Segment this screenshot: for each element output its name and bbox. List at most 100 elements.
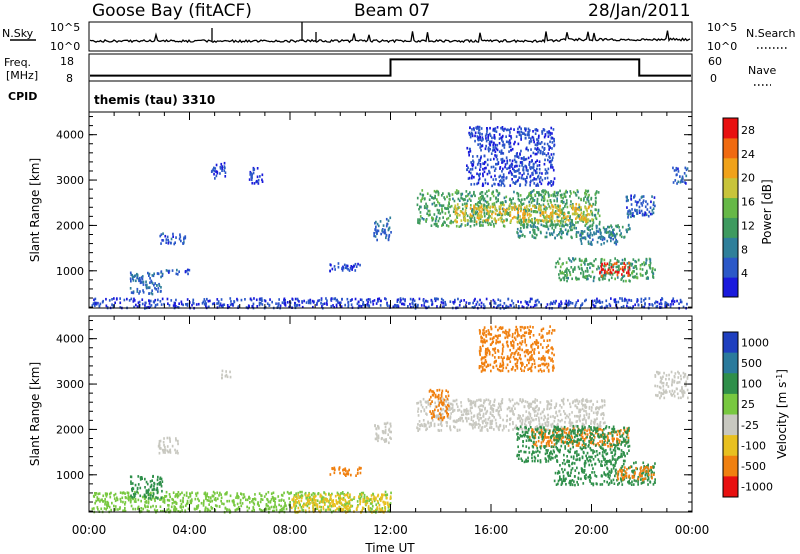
data-cell: [513, 165, 516, 168]
data-cell: [178, 237, 181, 241]
data-cell: [472, 426, 474, 430]
data-cell: [584, 195, 587, 198]
data-cell: [629, 279, 631, 283]
data-cell: [330, 497, 332, 501]
data-cell: [518, 204, 521, 207]
data-cell: [261, 173, 264, 177]
data-cell: [484, 220, 487, 224]
data-cell: [534, 406, 537, 409]
data-cell: [431, 419, 434, 422]
data-cell: [377, 436, 380, 440]
data-cell: [623, 235, 626, 239]
data-cell: [289, 301, 292, 305]
data-cell: [520, 138, 522, 141]
data-cell: [479, 156, 482, 160]
data-cell: [280, 498, 283, 502]
data-cell: [547, 400, 550, 404]
data-cell: [345, 501, 348, 505]
data-cell: [600, 268, 603, 272]
data-cell: [369, 298, 371, 301]
data-cell: [497, 406, 500, 410]
data-cell: [147, 305, 149, 309]
data-cell: [531, 135, 534, 139]
data-cell: [281, 301, 284, 304]
data-cell: [313, 492, 316, 496]
data-cell: [315, 499, 317, 502]
data-cell: [587, 235, 590, 238]
data-cell: [483, 170, 486, 174]
data-cell: [328, 492, 330, 496]
data-cell: [540, 424, 543, 428]
data-cell: [529, 184, 531, 187]
data-cell: [177, 494, 180, 497]
data-cell: [497, 194, 499, 197]
data-cell: [524, 129, 527, 132]
data-cell: [551, 215, 554, 218]
data-cell: [368, 304, 371, 308]
data-cell: [573, 226, 576, 230]
data-cell: [370, 494, 373, 497]
data-cell: [566, 223, 569, 227]
data-cell: [207, 305, 210, 309]
data-cell: [121, 496, 124, 500]
data-cell: [685, 182, 687, 185]
data-cell: [546, 420, 548, 424]
data-cell: [620, 262, 622, 265]
data-cell: [140, 476, 143, 479]
data-cell: [141, 477, 143, 480]
data-cell: [544, 189, 546, 192]
data-cell: [101, 498, 103, 501]
data-cell: [525, 147, 528, 151]
data-cell: [220, 298, 223, 301]
data-cell: [479, 136, 481, 139]
data-cell: [582, 397, 584, 401]
data-cell: [322, 505, 325, 509]
data-cell: [562, 231, 564, 234]
data-cell: [654, 301, 656, 305]
data-cell: [575, 398, 578, 402]
data-cell: [601, 305, 603, 309]
data-cell: [501, 398, 504, 401]
data-cell: [131, 489, 134, 493]
data-cell: [532, 305, 535, 309]
data-cell: [119, 297, 121, 300]
data-cell: [381, 497, 383, 501]
data-cell: [491, 413, 493, 417]
data-cell: [482, 172, 484, 176]
data-cell: [583, 409, 585, 413]
data-cell: [532, 178, 534, 182]
data-cell: [642, 201, 644, 204]
data-cell: [344, 467, 347, 470]
data-cell: [639, 267, 642, 271]
data-cell: [512, 422, 514, 426]
data-cell: [251, 304, 254, 308]
ytick-label: 4000: [56, 129, 84, 142]
data-cell: [632, 275, 634, 279]
data-cell: [513, 413, 515, 416]
data-cell: [522, 225, 525, 228]
data-cell: [501, 305, 504, 308]
data-cell: [379, 220, 382, 223]
data-cell: [647, 277, 649, 280]
data-cell: [619, 297, 621, 300]
data-cell: [554, 406, 556, 409]
data-cell: [233, 500, 235, 504]
data-cell: [523, 210, 525, 213]
data-cell: [168, 504, 170, 507]
data-cell: [549, 224, 552, 228]
data-cell: [429, 404, 432, 408]
data-cell: [493, 300, 496, 304]
data-cell: [515, 424, 517, 428]
data-cell: [615, 238, 617, 242]
data-cell: [359, 471, 362, 475]
data-cell: [636, 299, 639, 302]
data-cell: [587, 416, 590, 420]
data-cell: [295, 304, 298, 307]
data-cell: [586, 274, 588, 278]
data-cell: [547, 132, 550, 135]
data-cell: [473, 216, 476, 220]
data-cell: [540, 198, 543, 202]
data-cell: [525, 410, 528, 413]
data-cell: [449, 428, 452, 432]
data-cell: [520, 176, 523, 180]
